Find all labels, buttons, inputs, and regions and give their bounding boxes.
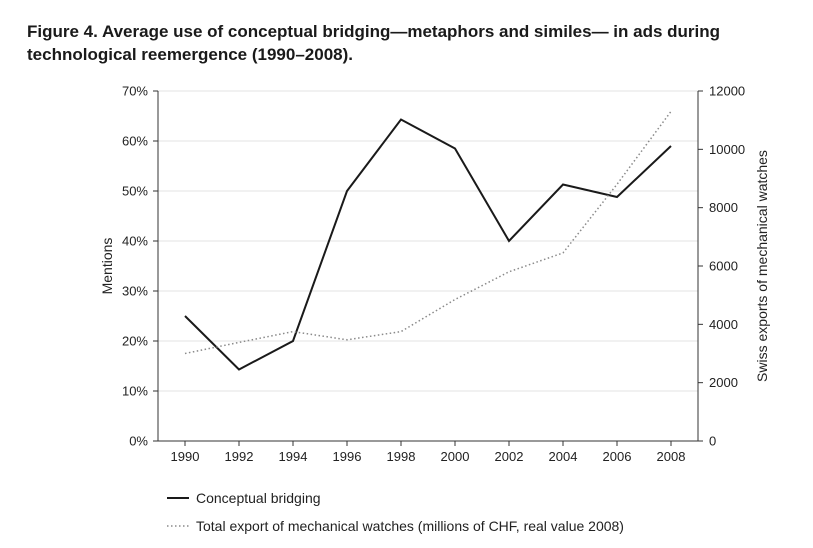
y-tick-label-right: 2000 [709, 375, 738, 390]
y-tick-label-right: 8000 [709, 200, 738, 215]
x-tick-label: 1996 [333, 449, 362, 464]
x-tick-label: 2000 [441, 449, 470, 464]
axes [157, 91, 699, 442]
x-tick-label: 2006 [603, 449, 632, 464]
legend-label-total-export: Total export of mechanical watches (mill… [196, 518, 624, 534]
y-axis-title-left: Mentions [99, 238, 115, 295]
y-tick-label-right: 4000 [709, 317, 738, 332]
figure-title: Figure 4. Average use of conceptual brid… [27, 22, 721, 64]
gridlines [158, 90, 698, 392]
y-tick-label-left: 70% [122, 84, 148, 99]
x-tick-label: 1998 [387, 449, 416, 464]
x-tick-label: 1994 [279, 449, 308, 464]
x-axis-ticks: 1990 1992 1994 1996 1998 2000 2002 2004 2006 2008 [171, 441, 686, 464]
series-line-conceptual-bridging [184, 118, 672, 371]
legend: Conceptual bridging Total export of mech… [167, 490, 624, 534]
x-tick-label: 1992 [225, 449, 254, 464]
y-tick-label-left: 10% [122, 384, 148, 399]
left-axis-ticks: 0% 10% 20% 30% 40% 50% 60% 70% [122, 84, 158, 449]
y-tick-label-right: 6000 [709, 259, 738, 274]
y-tick-label-left: 30% [122, 284, 148, 299]
y-tick-label-left: 50% [122, 184, 148, 199]
legend-label-conceptual-bridging: Conceptual bridging [196, 490, 321, 506]
y-tick-label-left: 60% [122, 134, 148, 149]
y-tick-label-left: 0% [129, 434, 148, 449]
y-tick-label-left: 20% [122, 334, 148, 349]
y-tick-label-right: 0 [709, 434, 716, 449]
x-tick-label: 1990 [171, 449, 200, 464]
y-tick-label-left: 40% [122, 234, 148, 249]
x-tick-label: 2008 [657, 449, 686, 464]
series-line-total-export [184, 110, 672, 355]
x-tick-label: 2002 [495, 449, 524, 464]
y-axis-title-right: Swiss exports of mechanical watches [754, 150, 770, 382]
y-tick-label-right: 12000 [709, 84, 745, 99]
y-tick-label-right: 10000 [709, 142, 745, 157]
x-tick-label: 2004 [549, 449, 578, 464]
series-layer [184, 110, 672, 371]
right-axis-ticks: 0 2000 4000 6000 8000 10000 12000 [698, 84, 745, 449]
